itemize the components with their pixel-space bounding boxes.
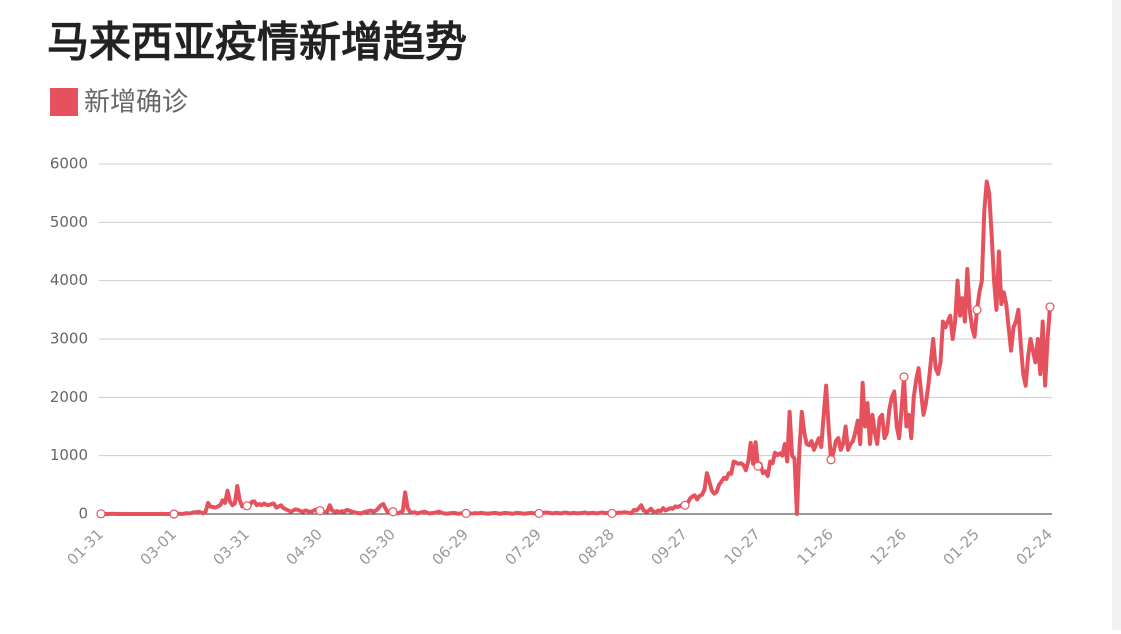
point (315, 506, 325, 516)
y-tick-label: 6000 (50, 155, 88, 173)
y-tick-label: 0 (78, 505, 88, 523)
legend-label: 新增确诊 (84, 88, 188, 118)
y-tick-label: 5000 (50, 213, 88, 231)
x-tick-label: 08-28 (574, 525, 618, 569)
x-tick-label: 01-25 (939, 525, 983, 569)
x-tick-label: 04-30 (282, 525, 326, 569)
x-tick-label: 05-30 (355, 525, 399, 569)
point (242, 501, 252, 511)
scrollbar (1112, 0, 1121, 630)
point (899, 372, 909, 382)
point (680, 500, 690, 510)
x-tick-label: 03-31 (209, 525, 253, 569)
x-tick-label: 09-27 (647, 525, 691, 569)
point (607, 508, 617, 519)
point (1045, 302, 1055, 312)
y-tick-label: 1000 (50, 446, 88, 464)
x-tick-label: 07-29 (501, 525, 545, 569)
point (534, 508, 544, 519)
legend-swatch (50, 88, 78, 116)
x-tick-label: 01-31 (63, 525, 107, 569)
point (169, 509, 179, 519)
x-tick-label: 03-01 (136, 525, 180, 569)
point (826, 455, 836, 465)
point (388, 507, 398, 517)
x-tick-label: 12-26 (866, 525, 910, 569)
x-tick-label: 11-26 (793, 525, 837, 569)
y-tick-label: 2000 (50, 388, 88, 406)
x-tick-label: 06-29 (428, 525, 472, 569)
point (972, 305, 982, 315)
line (100, 179, 1052, 516)
point (96, 509, 106, 519)
y-tick-label: 4000 (50, 271, 88, 289)
x-tick-label: 02-24 (1012, 525, 1056, 569)
x-tick-label: 10-27 (720, 525, 764, 569)
point (753, 461, 763, 471)
y-tick-label: 3000 (50, 330, 88, 348)
chart-title: 马来西亚疫情新增趋势 (47, 18, 467, 67)
point (461, 508, 471, 519)
